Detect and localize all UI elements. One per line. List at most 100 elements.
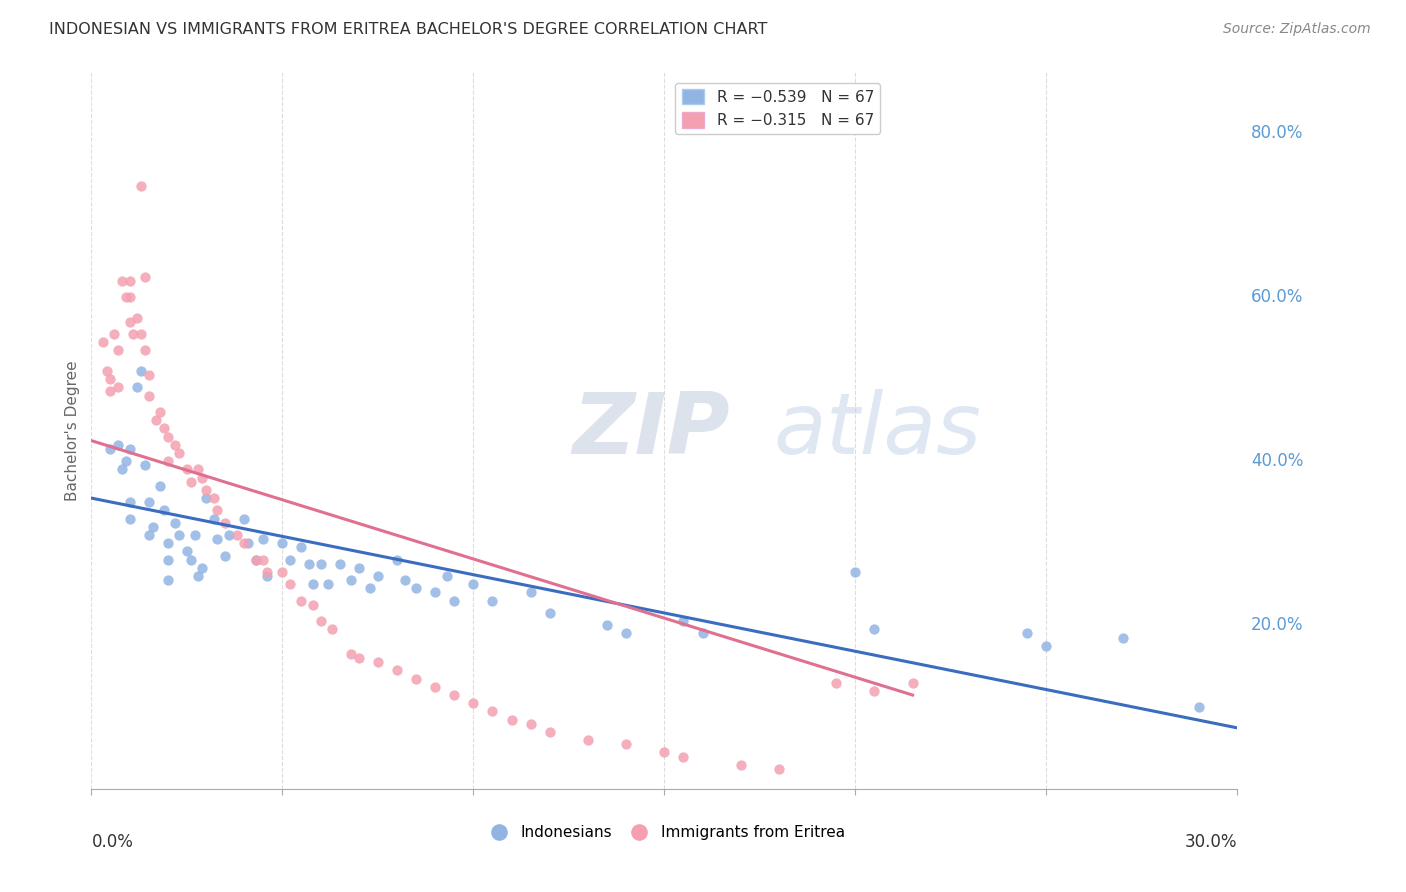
Point [463, 696, 485, 710]
Point [118, 442, 141, 456]
Point [394, 573, 416, 587]
Point [122, 326, 145, 341]
Point [340, 573, 363, 587]
Point [129, 179, 152, 194]
Point [225, 528, 247, 542]
Text: INDONESIAN VS IMMIGRANTS FROM ERITREA BACHELOR'S DEGREE CORRELATION CHART: INDONESIAN VS IMMIGRANTS FROM ERITREA BA… [49, 22, 768, 37]
Point [405, 582, 427, 596]
Point [519, 716, 541, 731]
Point [167, 446, 190, 460]
Point [118, 315, 141, 329]
Point [443, 593, 465, 607]
Point [576, 733, 599, 747]
Point [298, 557, 321, 571]
Point [443, 688, 465, 702]
Point [252, 552, 274, 566]
Y-axis label: Bachelor's Degree: Bachelor's Degree [65, 360, 80, 500]
Point [100, 384, 122, 399]
Point [463, 577, 485, 591]
Point [385, 552, 408, 566]
Point [180, 475, 202, 489]
Point [863, 684, 886, 698]
Point [278, 577, 301, 591]
Point [153, 421, 176, 435]
Point [91, 335, 114, 350]
Point [214, 516, 236, 530]
Point [183, 528, 205, 542]
Point [233, 536, 256, 550]
Point [167, 528, 190, 542]
Point [187, 462, 209, 476]
Point [652, 746, 675, 760]
Point [129, 326, 152, 341]
Point [145, 413, 167, 427]
Text: 30.0%: 30.0% [1185, 832, 1237, 850]
Point [302, 577, 325, 591]
Point [367, 655, 389, 669]
Point [1111, 631, 1133, 645]
Point [107, 380, 129, 394]
Point [194, 491, 217, 505]
Point [118, 290, 141, 304]
Point [359, 582, 381, 596]
Point [165, 438, 187, 452]
Point [1035, 639, 1057, 653]
Point [316, 577, 339, 591]
Point [538, 606, 561, 620]
Point [347, 651, 370, 665]
Point [134, 458, 156, 473]
Text: 20.0%: 20.0% [1251, 616, 1303, 634]
Point [672, 749, 695, 764]
Text: 40.0%: 40.0% [1251, 452, 1303, 470]
Point [129, 364, 152, 378]
Point [187, 569, 209, 583]
Point [100, 442, 122, 456]
Point [111, 274, 134, 288]
Point [191, 470, 214, 484]
Point [127, 310, 149, 325]
Point [96, 364, 118, 378]
Point [367, 569, 389, 583]
Point [202, 491, 225, 505]
Point [207, 532, 229, 546]
Point [278, 552, 301, 566]
Point [156, 573, 179, 587]
Point [176, 462, 198, 476]
Point [149, 479, 172, 493]
Point [692, 626, 714, 640]
Point [501, 713, 523, 727]
Point [138, 368, 160, 382]
Point [134, 343, 156, 358]
Point [672, 614, 695, 628]
Point [290, 593, 312, 607]
Point [321, 623, 343, 637]
Point [290, 541, 312, 555]
Point [191, 561, 214, 575]
Point [141, 520, 163, 534]
Point [138, 528, 160, 542]
Point [153, 503, 176, 517]
Point [107, 343, 129, 358]
Point [423, 680, 446, 694]
Point [156, 552, 179, 566]
Point [329, 557, 352, 571]
Point [156, 536, 179, 550]
Point [614, 737, 637, 751]
Point [138, 388, 160, 402]
Text: 0.0%: 0.0% [91, 832, 134, 850]
Point [271, 536, 294, 550]
Point [114, 454, 136, 468]
Point [423, 585, 446, 599]
Point [118, 495, 141, 509]
Point [347, 561, 370, 575]
Point [100, 372, 122, 386]
Point [1188, 700, 1211, 714]
Point [176, 544, 198, 558]
Point [156, 429, 179, 443]
Point [233, 511, 256, 525]
Point [768, 762, 790, 776]
Point [519, 585, 541, 599]
Point [194, 483, 217, 497]
Point [309, 614, 332, 628]
Text: atlas: atlas [773, 389, 981, 472]
